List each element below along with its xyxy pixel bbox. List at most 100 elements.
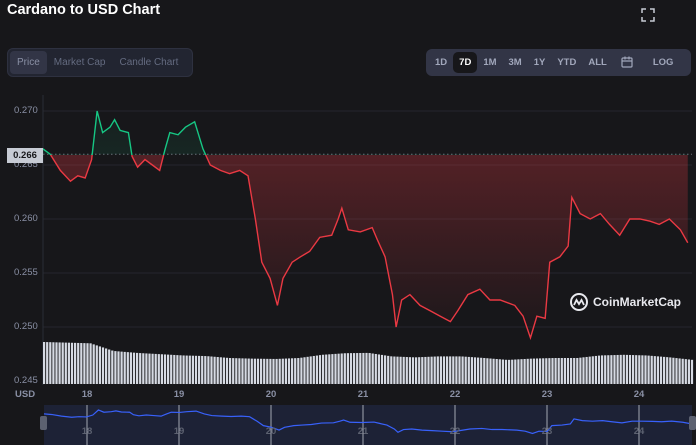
- volume-bar: [408, 357, 411, 384]
- volume-bar: [315, 355, 318, 384]
- volume-bar: [687, 359, 690, 384]
- volume-bar: [551, 358, 554, 384]
- volume-bar: [613, 355, 616, 384]
- volume-bar: [539, 358, 542, 384]
- volume-bar: [566, 358, 570, 384]
- fullscreen-icon[interactable]: [641, 8, 655, 22]
- volume-bar: [64, 342, 67, 384]
- volume-bar: [563, 358, 566, 384]
- volume-bar: [582, 357, 585, 384]
- volume-bar: [480, 357, 483, 384]
- volume-bar: [610, 355, 613, 384]
- volume-bar: [548, 358, 551, 384]
- volume-bar: [266, 358, 269, 384]
- watermark-text: CoinMarketCap: [593, 295, 682, 309]
- volume-bar: [353, 353, 356, 384]
- tab-candle-chart[interactable]: Candle Chart: [119, 57, 179, 68]
- volume-bar: [390, 356, 393, 384]
- volume-bar: [588, 356, 591, 384]
- volume-bar: [176, 355, 179, 384]
- volume-bar: [669, 357, 672, 384]
- navigator-left-handle[interactable]: [40, 416, 47, 430]
- volume-bar: [198, 355, 201, 384]
- y-tick-label: 0.260: [14, 213, 38, 224]
- range-1d[interactable]: 1D: [435, 57, 448, 68]
- volume-bar: [396, 356, 399, 384]
- navigator-right-handle[interactable]: [689, 416, 696, 430]
- volume-bar: [464, 356, 467, 384]
- volume-bar: [483, 357, 486, 384]
- volume-bar: [594, 355, 597, 384]
- volume-bar: [492, 358, 495, 384]
- volume-bar: [597, 355, 601, 384]
- calendar-icon[interactable]: [613, 52, 641, 73]
- volume-bar: [117, 351, 120, 384]
- volume-bar: [92, 344, 95, 384]
- volume-bar: [95, 345, 98, 384]
- price-area-up: [42, 111, 688, 155]
- volume-bar: [111, 350, 114, 384]
- y-tick-label: 0.265: [14, 159, 38, 170]
- range-7d[interactable]: 7D: [453, 52, 478, 73]
- volume-bar: [247, 358, 250, 384]
- volume-bar: [663, 356, 666, 384]
- volume-bar: [322, 354, 325, 384]
- volume-bar: [256, 358, 260, 384]
- range-3m[interactable]: 3M: [508, 57, 522, 68]
- volume-bar: [67, 342, 70, 384]
- volume-bar: [554, 358, 557, 384]
- volume-bar: [201, 355, 204, 384]
- volume-bar: [399, 356, 402, 384]
- y-tick-label: 0.270: [14, 105, 38, 116]
- volume-bar: [585, 356, 588, 384]
- x-tick-label: 20: [265, 389, 277, 400]
- range-all[interactable]: ALL: [588, 57, 607, 68]
- volume-bar: [83, 343, 86, 384]
- volume-bar: [653, 356, 656, 384]
- volume-bar: [501, 359, 504, 384]
- volume-bar: [387, 355, 390, 384]
- range-1m[interactable]: 1M: [483, 57, 497, 68]
- range-ytd[interactable]: YTD: [557, 57, 577, 68]
- volume-bar: [70, 342, 74, 384]
- volume-bar: [632, 355, 635, 384]
- volume-bar: [210, 356, 213, 384]
- volume-bar: [424, 356, 427, 384]
- volume-bar: [532, 358, 535, 384]
- volume-bar: [204, 356, 207, 384]
- volume-bar: [142, 353, 145, 384]
- volume-bar: [473, 357, 477, 384]
- volume-bar: [232, 358, 235, 384]
- volume-bar: [101, 347, 105, 384]
- tab-price[interactable]: Price: [10, 51, 47, 74]
- volume-bar: [61, 342, 64, 384]
- volume-bar: [219, 357, 222, 384]
- navigator-tick-label: 20: [265, 426, 277, 437]
- currency-label: USD: [15, 389, 36, 400]
- volume-bar: [132, 352, 136, 384]
- volume-bar: [508, 359, 511, 384]
- volume-bar: [675, 358, 678, 384]
- volume-bar: [359, 352, 362, 384]
- volume-bar: [278, 358, 281, 384]
- volume-bar: [647, 355, 650, 384]
- volume-bar: [374, 353, 377, 384]
- volume-bar: [442, 356, 446, 384]
- volume-bar: [325, 354, 328, 384]
- volume-bar: [49, 342, 52, 384]
- volume-bar: [253, 358, 256, 384]
- x-tick-label: 24: [633, 389, 645, 400]
- volume-bar: [365, 352, 368, 384]
- navigator-tick-label: 19: [173, 426, 185, 437]
- volume-bar: [356, 353, 359, 384]
- volume-bar: [244, 358, 247, 384]
- tab-market-cap[interactable]: Market Cap: [53, 57, 106, 68]
- volume-bar: [529, 358, 532, 384]
- volume-bar: [108, 349, 111, 384]
- volume-bar: [452, 356, 455, 384]
- volume-bar: [418, 357, 421, 384]
- range-1y[interactable]: 1Y: [533, 57, 546, 68]
- log-scale-toggle[interactable]: LOG: [652, 57, 674, 68]
- volume-bar: [328, 354, 331, 384]
- volume-bar: [430, 356, 433, 384]
